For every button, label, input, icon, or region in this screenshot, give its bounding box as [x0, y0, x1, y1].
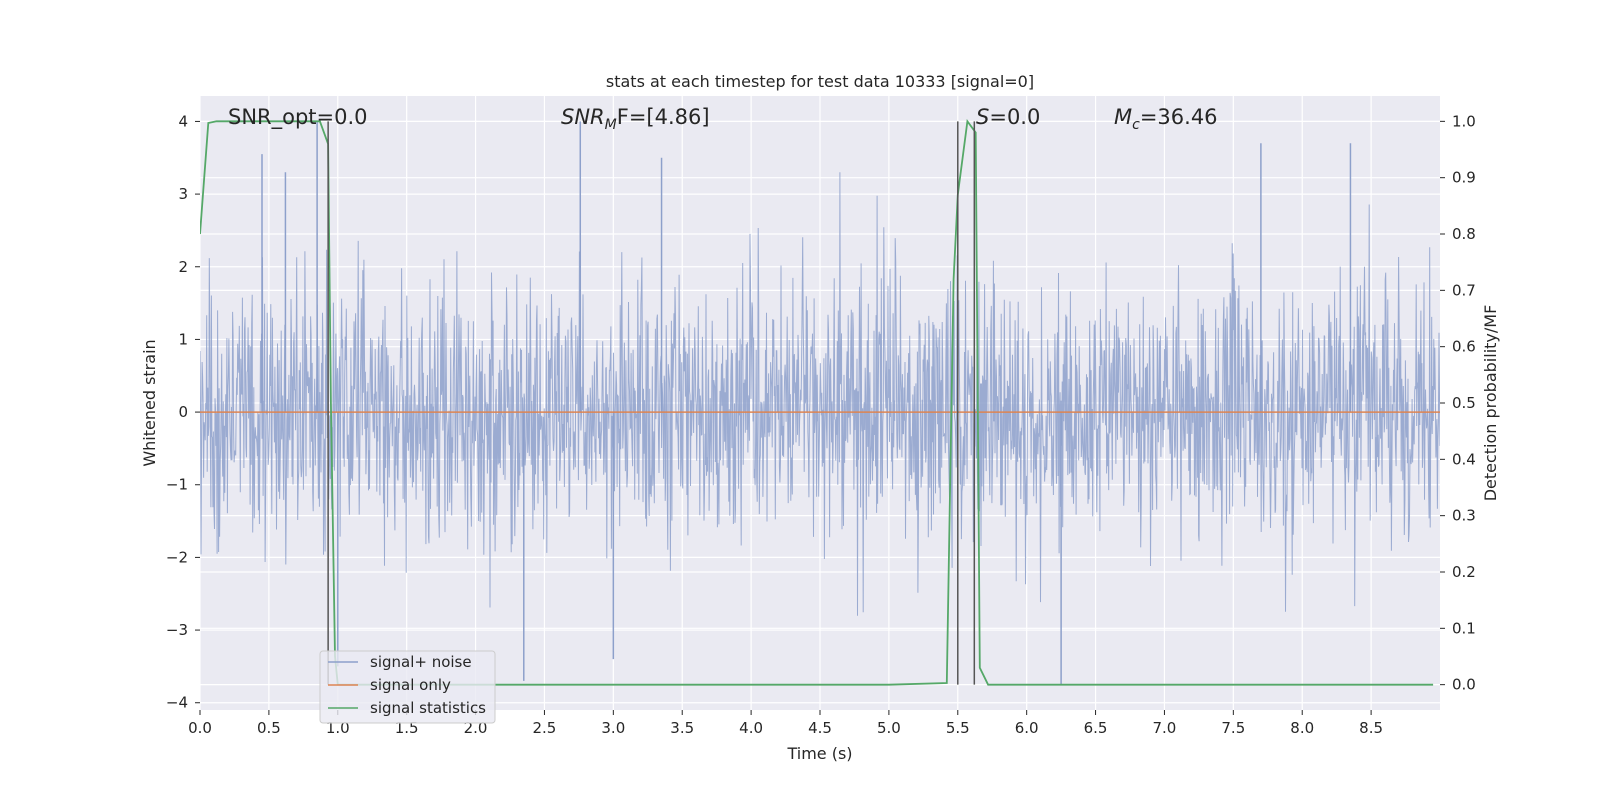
x-tick-label: 3.5 [670, 719, 694, 737]
y-right-tick-labels: 1.0 0.9 0.8 0.7 0.6 0.5 0.4 0.3 0.2 0.1 0.0 [1440, 112, 1476, 694]
x-tick-label: 3.0 [601, 719, 625, 737]
x-tick-label: 6.0 [1015, 719, 1039, 737]
annotation-snr-mf-rest: F=[4.86] [617, 105, 710, 129]
annotation-s-rest: =0.0 [989, 105, 1040, 129]
x-tick-label: 5.0 [877, 719, 901, 737]
legend-label-signal-statistics: signal statistics [370, 699, 486, 717]
annotation-s-main: S [976, 105, 989, 129]
x-tick-label: 8.0 [1290, 719, 1314, 737]
y2-tick-label: 0.1 [1452, 619, 1476, 637]
y-tick-label: −3 [166, 621, 188, 639]
chart-title: stats at each timestep for test data 103… [606, 72, 1034, 91]
vertical-lines [327, 121, 976, 685]
y2-tick-label: 0.7 [1452, 281, 1476, 299]
x-tick-label: 7.0 [1153, 719, 1177, 737]
y-tick-label: −2 [166, 548, 188, 566]
y2-tick-label: 0.2 [1452, 563, 1476, 581]
annotation-snr-mf-sub: M [605, 117, 617, 133]
annotation-mc-sub: c [1132, 117, 1140, 133]
y-tick-label: 0 [178, 403, 188, 421]
y2-tick-label: 0.4 [1452, 450, 1476, 468]
x-axis-label: Time (s) [786, 744, 852, 763]
y-right-axis-label: Detection probability/MF [1481, 305, 1500, 502]
annotation-snr-opt: SNR_opt=0.0 [228, 105, 368, 130]
annotation-snr-mf: SNRMF=[4.86] [561, 105, 710, 133]
x-tick-label: 8.5 [1359, 719, 1383, 737]
legend-label-signal-noise: signal+ noise [370, 653, 472, 671]
x-tick-label: 5.5 [946, 719, 970, 737]
y2-tick-label: 0.0 [1452, 676, 1476, 694]
legend-label-signal-only: signal only [370, 676, 451, 694]
x-tick-label: 4.0 [739, 719, 763, 737]
y2-tick-label: 0.8 [1452, 225, 1476, 243]
x-tick-label: 0.0 [188, 719, 212, 737]
y-tick-label: 3 [178, 185, 188, 203]
y2-tick-label: 0.9 [1452, 169, 1476, 187]
y-left-tick-labels: 4 3 2 1 0 −1 −2 −3 −4 [166, 112, 200, 712]
y2-tick-label: 1.0 [1452, 112, 1476, 130]
annotation-mc-main: M [1114, 105, 1132, 129]
x-tick-label: 0.5 [257, 719, 281, 737]
y2-tick-label: 0.6 [1452, 338, 1476, 356]
legend: signal+ noise signal only signal statist… [319, 650, 496, 724]
x-tick-label: 4.5 [808, 719, 832, 737]
y-tick-label: 1 [178, 330, 188, 348]
x-tick-label: 2.5 [533, 719, 557, 737]
y-tick-label: −4 [166, 694, 188, 712]
series-line-signal-noise [200, 172, 1440, 616]
annotation-snr-mf-main: SNR [561, 105, 605, 129]
y-left-axis-label: Whitened strain [140, 339, 159, 466]
annotation-mc: Mc=36.46 [1114, 105, 1218, 133]
y2-tick-label: 0.3 [1452, 507, 1476, 525]
y-tick-label: −1 [166, 476, 188, 494]
y2-tick-label: 0.5 [1452, 394, 1476, 412]
x-tick-label: 6.5 [1084, 719, 1108, 737]
y-tick-label: 2 [178, 258, 188, 276]
x-tick-label: 7.5 [1221, 719, 1245, 737]
annotation-s: S=0.0 [976, 105, 1040, 129]
annotation-mc-rest: =36.46 [1140, 105, 1218, 129]
legend-box [319, 650, 496, 724]
series-line-signal-statistics [200, 118, 1434, 686]
series-layer [200, 118, 1440, 686]
y-tick-label: 4 [178, 112, 188, 130]
